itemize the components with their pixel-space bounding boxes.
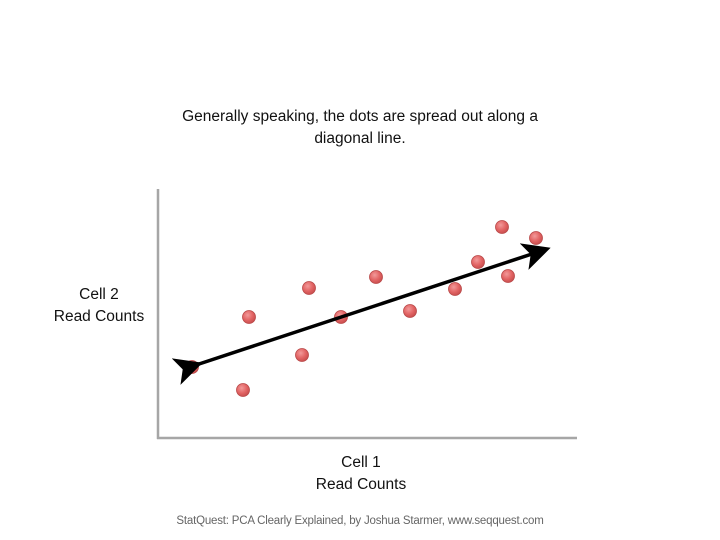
data-point [185, 360, 199, 374]
data-point [403, 304, 417, 318]
credit-footer: StatQuest: PCA Clearly Explained, by Jos… [176, 515, 544, 527]
data-point [501, 269, 515, 283]
data-point [295, 348, 309, 362]
data-point [448, 282, 462, 296]
y-axis-label-line-2: Read Counts [53, 308, 145, 325]
slide-caption: Generally speaking, the dots are spread … [182, 108, 538, 147]
data-point [471, 255, 485, 269]
y-axis-label: Cell 2 Read Counts [40, 284, 158, 328]
data-point [236, 383, 250, 397]
x-axis-label-line-2: Read Counts [315, 476, 407, 493]
data-point [495, 220, 509, 234]
x-axis-label: Cell 1 Read Counts [281, 452, 441, 496]
x-axis-label-line-1: Cell 1 [341, 454, 381, 471]
diagonal-double-arrow [171, 243, 551, 385]
data-point [242, 310, 256, 324]
y-axis-label-line-1: Cell 2 [79, 286, 119, 303]
data-point [369, 270, 383, 284]
data-point [529, 231, 543, 245]
data-point [302, 281, 316, 295]
